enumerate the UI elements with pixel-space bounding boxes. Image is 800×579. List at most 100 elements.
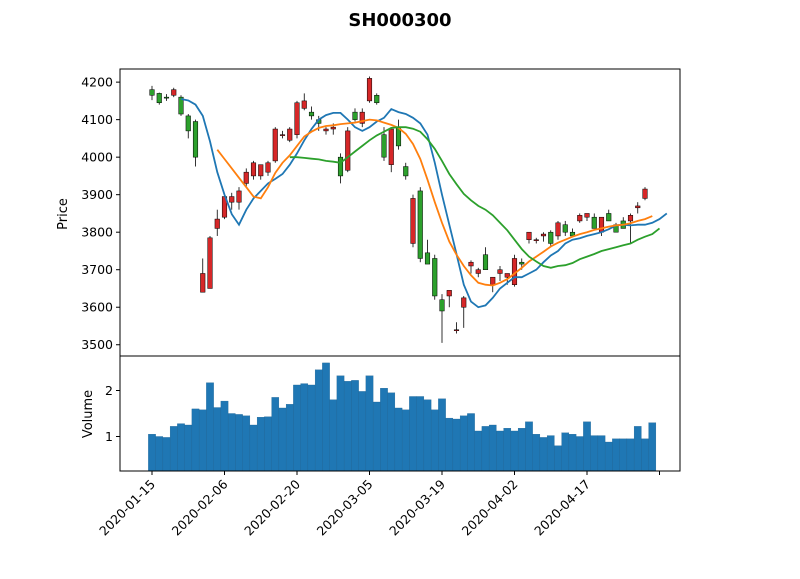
candle-body [287, 128, 293, 141]
candle-body [519, 261, 525, 265]
volume-bar [459, 415, 468, 472]
candle-body [446, 290, 452, 297]
candle-body [555, 222, 561, 237]
price-tick-label: 4200 [81, 75, 113, 90]
volume-bar [452, 418, 461, 472]
candle-body [243, 171, 249, 184]
volume-bar [619, 438, 628, 472]
volume-bar [235, 414, 243, 472]
volume-bar [198, 409, 207, 472]
candle-body [453, 329, 460, 331]
volume-bar [227, 413, 236, 472]
volume-bar [242, 415, 251, 472]
price-tick-label: 3900 [81, 187, 113, 202]
volume-bar [401, 409, 410, 472]
volume-panel-frame [119, 355, 681, 472]
candle-body [171, 89, 177, 96]
price-tick-label: 3800 [81, 225, 113, 240]
candle-body [417, 190, 423, 259]
volume-axis-label: Volume [81, 390, 96, 438]
volume-bar [220, 400, 229, 472]
candle-body [229, 196, 235, 203]
candle-body [468, 261, 474, 267]
candle-body [250, 162, 257, 177]
candle-body [156, 93, 162, 104]
candle-body [279, 134, 286, 136]
volume-bar [597, 435, 606, 472]
candle-body [308, 111, 315, 117]
volume-bar [532, 434, 541, 472]
volume-bar [496, 430, 504, 472]
candle-body [345, 130, 351, 171]
candle-body [598, 216, 605, 233]
chart-title: SH000300 [348, 10, 451, 31]
candle-body [265, 162, 271, 173]
candle-body [178, 96, 184, 115]
candle-body [533, 239, 539, 241]
candle-body [424, 252, 431, 265]
candle-body [258, 164, 264, 177]
candle-body [359, 111, 365, 124]
moving-average-lines [180, 98, 668, 309]
volume-bar [380, 388, 388, 472]
candle-body [352, 111, 358, 120]
volume-bar [155, 436, 164, 472]
volume-bar [278, 407, 287, 472]
price-tick-label: 4100 [81, 112, 113, 127]
volume-bar [372, 401, 381, 472]
volume-bar [517, 428, 526, 472]
candle-body [200, 273, 206, 293]
volume-bar [568, 434, 577, 472]
date-tick-label: 2020-02-06 [169, 476, 231, 538]
candle-body [301, 100, 307, 109]
candle-body [606, 213, 612, 222]
volume-bar [336, 375, 345, 472]
candle-body [635, 205, 641, 209]
volume-bar [648, 422, 657, 472]
volume-tick-label: 1 [105, 429, 113, 444]
date-axis: 2020-01-15 2020-02-06 2020-02-20 2020-03-05… [96, 471, 660, 539]
volume-bars [148, 362, 657, 472]
candle-body [627, 215, 634, 222]
volume-bar [430, 409, 439, 472]
volume-bar [467, 413, 475, 472]
candle-body [591, 216, 597, 229]
volume-bar [343, 381, 352, 472]
candle-body [294, 102, 300, 135]
candle-body [236, 190, 242, 203]
price-tick-label: 3700 [81, 262, 113, 277]
candle-body [461, 297, 467, 308]
volume-bar [169, 426, 178, 472]
candle-body [410, 198, 416, 244]
candle-body [323, 128, 329, 132]
price-tick-label: 3500 [81, 337, 113, 352]
volume-bar [612, 438, 620, 472]
volume-bar [300, 383, 309, 472]
price-tick-label: 3600 [81, 300, 113, 315]
date-tick-label: 2020-04-17 [531, 477, 593, 539]
date-tick-label: 2020-03-05 [314, 477, 376, 539]
volume-bar [249, 424, 258, 472]
moving-average-line [180, 98, 668, 309]
volume-bar [590, 435, 599, 472]
volume-bar [191, 408, 200, 472]
volume-bar [583, 421, 591, 472]
date-tick-label: 2020-03-19 [386, 476, 448, 538]
candle-body [381, 134, 387, 158]
volume-bar [394, 407, 403, 472]
candle-body [577, 215, 583, 222]
candle-body [548, 231, 554, 244]
candle-body [504, 273, 510, 278]
volume-bar [488, 424, 497, 472]
volume-bar [561, 432, 570, 472]
price-tick-label: 4000 [81, 150, 113, 165]
candle-body [192, 121, 199, 158]
volume-bar [307, 384, 316, 472]
candle-body [584, 213, 590, 218]
volume-bar [148, 434, 156, 472]
candle-body [185, 115, 191, 132]
volume-bar [365, 375, 374, 472]
volume-bar [423, 399, 432, 472]
candle-body [163, 96, 170, 99]
volume-bar [554, 445, 562, 472]
